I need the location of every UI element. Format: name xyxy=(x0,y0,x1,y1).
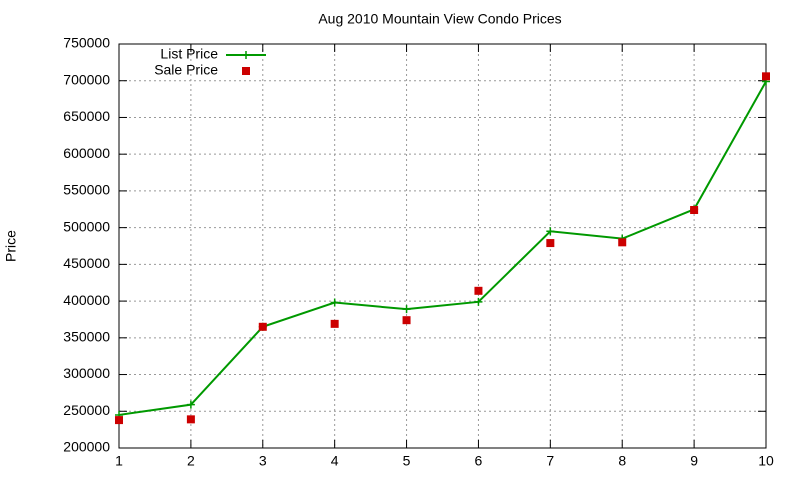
point xyxy=(330,319,339,328)
point xyxy=(762,72,770,81)
y-tick-label: 300000 xyxy=(63,365,110,381)
point xyxy=(690,206,699,215)
x-tick-label: 3 xyxy=(259,453,267,469)
point xyxy=(115,416,123,425)
legend-label: Sale Price xyxy=(154,62,218,78)
point xyxy=(546,239,555,248)
y-tick-label: 450000 xyxy=(63,255,110,271)
y-tick-label: 650000 xyxy=(63,108,110,124)
point xyxy=(402,316,411,325)
point xyxy=(546,227,555,236)
y-tick-label: 550000 xyxy=(63,182,110,198)
y-axis-label: Price xyxy=(3,230,19,262)
point xyxy=(258,322,267,331)
plot-frame xyxy=(118,43,767,449)
y-tick-label: 200000 xyxy=(63,439,110,455)
x-tick-label: 1 xyxy=(115,453,123,469)
x-tick-label: 8 xyxy=(618,453,626,469)
y-tick-label: 350000 xyxy=(63,329,110,345)
legend-swatch xyxy=(242,51,250,59)
x-tick-label: 10 xyxy=(758,453,774,469)
point xyxy=(402,305,411,314)
point xyxy=(618,238,627,247)
y-tick-label: 600000 xyxy=(63,145,110,161)
y-tick-label: 400000 xyxy=(63,292,110,308)
x-tick-label: 7 xyxy=(546,453,554,469)
legend-label: List Price xyxy=(160,46,218,62)
y-tick-label: 700000 xyxy=(63,71,110,87)
x-tick-label: 9 xyxy=(690,453,698,469)
point xyxy=(186,400,195,409)
y-tick-label: 500000 xyxy=(63,218,110,234)
point xyxy=(330,298,339,307)
point xyxy=(474,297,483,306)
point xyxy=(474,286,483,295)
series-line xyxy=(118,80,767,416)
x-tick-label: 6 xyxy=(475,453,483,469)
legend-swatch xyxy=(242,67,250,75)
x-tick-label: 2 xyxy=(187,453,195,469)
x-tick-label: 4 xyxy=(331,453,339,469)
y-tick-label: 750000 xyxy=(63,35,110,51)
x-tick-label: 5 xyxy=(403,453,411,469)
y-tick-label: 250000 xyxy=(63,402,110,418)
point xyxy=(186,415,195,424)
chart-title: Aug 2010 Mountain View Condo Prices xyxy=(318,11,561,27)
